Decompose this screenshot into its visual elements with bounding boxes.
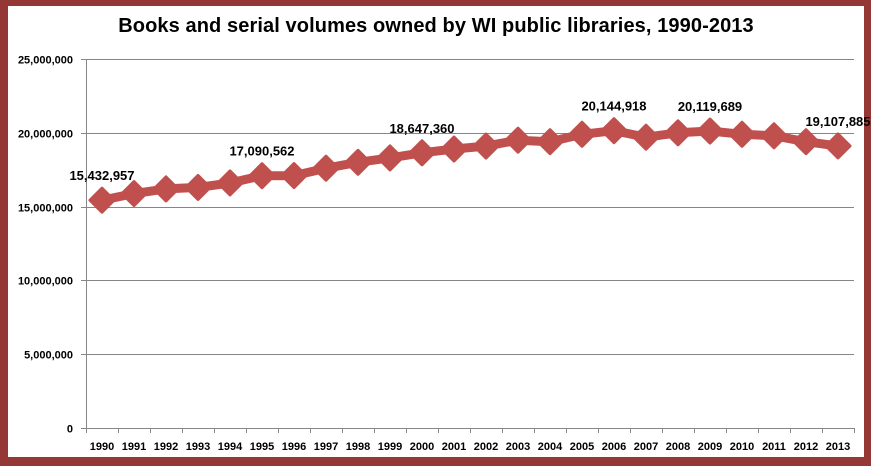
diamond-marker — [184, 173, 212, 201]
diamond-marker — [472, 132, 500, 160]
data-series — [88, 117, 852, 214]
diamond-marker — [568, 120, 596, 148]
data-label: 20,144,918 — [581, 99, 646, 114]
diamond-marker — [792, 128, 820, 156]
y-tick-label: 15,000,000 — [18, 203, 73, 215]
y-tick-label: 10,000,000 — [18, 276, 73, 288]
x-tick-label: 2010 — [730, 441, 754, 453]
diamond-marker — [440, 135, 468, 163]
diamond-marker — [632, 123, 660, 151]
diamond-marker — [600, 117, 628, 145]
x-tick-label: 1991 — [122, 441, 146, 453]
diamond-marker — [216, 169, 244, 197]
x-tick-label: 2007 — [634, 441, 658, 453]
diamond-marker — [664, 119, 692, 147]
x-tick-label: 2013 — [826, 441, 850, 453]
x-tick-label: 2004 — [538, 441, 563, 453]
data-label: 15,432,957 — [69, 168, 134, 183]
diamond-marker — [344, 148, 372, 176]
diamond-marker — [312, 154, 340, 182]
y-tick-label: 25,000,000 — [18, 55, 73, 67]
series-line — [97, 126, 843, 205]
data-label: 19,107,885 — [805, 114, 870, 129]
x-tick-label: 1997 — [314, 441, 338, 453]
diamond-marker — [376, 144, 404, 172]
diamond-marker — [760, 122, 788, 150]
x-tick-label: 1990 — [90, 441, 114, 453]
x-axis: 1990 1991 1992 1993 1994 1995 1996 1997 1998 1999… — [86, 428, 855, 453]
x-tick-label: 2008 — [666, 441, 690, 453]
x-tick-label: 2006 — [602, 441, 626, 453]
x-tick-label: 1993 — [186, 441, 210, 453]
x-tick-label: 1999 — [378, 441, 402, 453]
diamond-marker — [120, 180, 148, 208]
data-label: 17,090,562 — [229, 144, 294, 159]
x-tick-label: 2000 — [410, 441, 434, 453]
x-tick-label: 2003 — [506, 441, 530, 453]
y-tick-label: 20,000,000 — [18, 129, 73, 141]
x-tick-label: 2011 — [762, 441, 786, 453]
x-tick-label: 2002 — [474, 441, 498, 453]
y-axis: 0 5,000,000 10,000,000 15,000,000 20,000,000… — [18, 55, 87, 436]
diamond-marker — [536, 128, 564, 156]
diamond-marker — [248, 162, 276, 190]
diamond-marker — [824, 132, 852, 160]
y-tick-label: 5,000,000 — [24, 350, 73, 362]
x-tick-label: 1994 — [218, 441, 243, 453]
diamond-marker — [696, 117, 724, 145]
diamond-marker — [728, 120, 756, 148]
x-tick-label: 2012 — [794, 441, 818, 453]
diamond-marker — [88, 186, 116, 214]
chart-title: Books and serial volumes owned by WI pub… — [118, 15, 754, 37]
diamond-marker — [408, 139, 436, 167]
data-label: 18,647,360 — [389, 121, 454, 136]
gridlines — [81, 59, 854, 429]
diamond-marker — [504, 126, 532, 154]
x-tick-label: 2009 — [698, 441, 722, 453]
data-label: 20,119,689 — [678, 99, 742, 114]
x-tick-label: 1992 — [154, 441, 178, 453]
x-tick-label: 1995 — [250, 441, 274, 453]
x-tick-label: 1998 — [346, 441, 370, 453]
diamond-marker — [152, 175, 180, 203]
x-tick-label: 2005 — [570, 441, 594, 453]
x-tick-label: 1996 — [282, 441, 306, 453]
x-tick-label: 2001 — [442, 441, 466, 453]
chart-area — [8, 6, 864, 457]
y-tick-label: 0 — [67, 424, 73, 436]
diamond-marker — [280, 162, 308, 190]
data-labels: 15,432,957 17,090,562 18,647,360 20,144,918… — [69, 99, 870, 184]
